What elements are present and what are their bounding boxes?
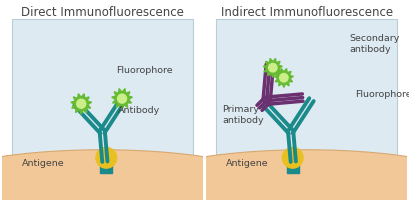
Ellipse shape [0,150,283,200]
FancyBboxPatch shape [216,20,397,184]
Polygon shape [263,59,282,78]
Circle shape [282,148,303,168]
Text: Fluorophore: Fluorophore [355,90,409,98]
Circle shape [77,100,86,109]
Text: Antibody: Antibody [118,106,161,114]
Ellipse shape [126,150,409,200]
Circle shape [96,148,117,168]
Polygon shape [71,94,92,115]
FancyBboxPatch shape [12,20,193,184]
Circle shape [269,64,277,73]
Text: Primary
antibody: Primary antibody [222,104,264,124]
Text: Direct Immunofluorescence: Direct Immunofluorescence [21,6,184,19]
Text: Antigene: Antigene [22,159,65,167]
Text: Fluorophore: Fluorophore [116,66,173,74]
Circle shape [117,95,126,104]
Circle shape [280,74,288,83]
Polygon shape [274,69,293,88]
Text: Antigene: Antigene [226,159,269,167]
Text: Secondary
antibody: Secondary antibody [349,34,399,54]
Polygon shape [112,89,133,110]
Text: Indirect Immunofluorescence: Indirect Immunofluorescence [221,6,393,19]
